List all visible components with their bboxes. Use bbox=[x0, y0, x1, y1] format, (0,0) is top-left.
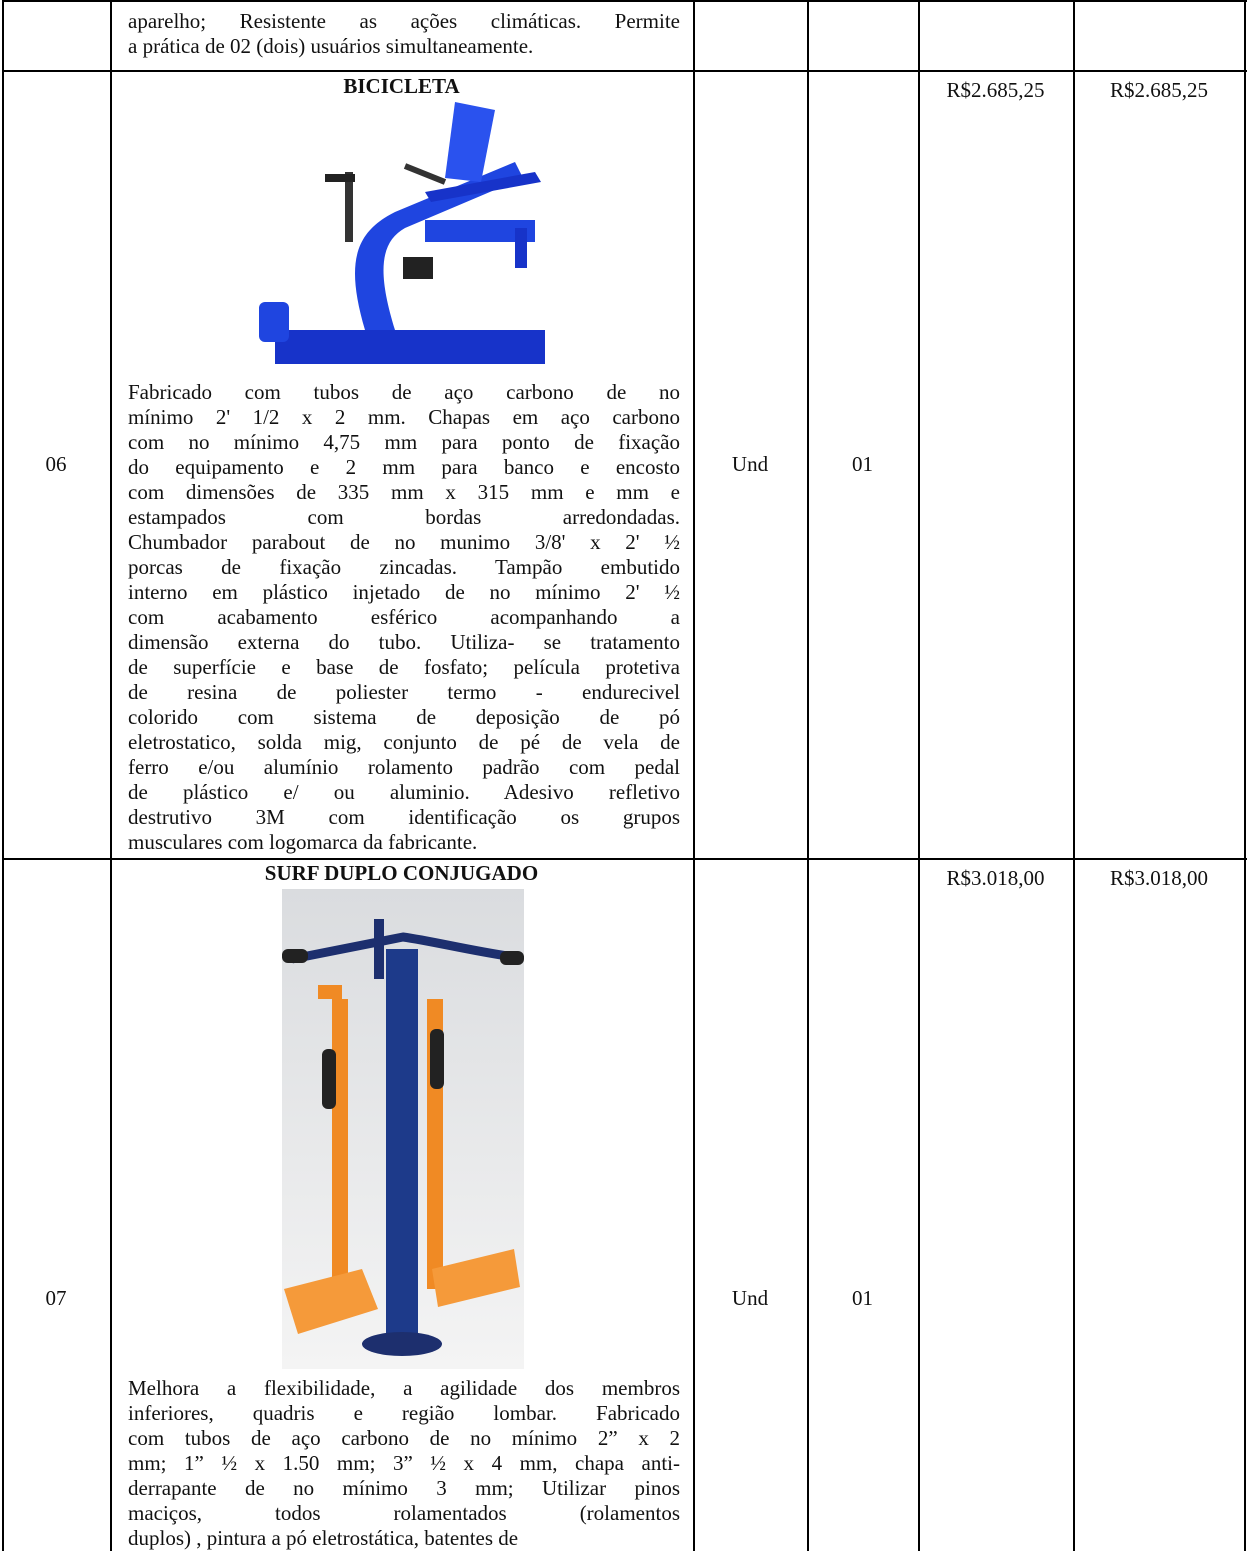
description-line: de superfície e base de fosfato; películ… bbox=[128, 655, 680, 679]
border bbox=[2, 0, 1247, 2]
description-line: mínimo 2' 1/2 x 2 mm. Chapas em aço carb… bbox=[128, 405, 680, 429]
bicycle-image bbox=[245, 102, 565, 374]
border bbox=[2, 70, 1247, 72]
unit-price: R$3.018,00 bbox=[946, 866, 1045, 890]
border bbox=[918, 0, 920, 1551]
description-line: de plástico e/ ou aluminio. Adesivo refl… bbox=[128, 780, 680, 804]
description-line: musculares com logomarca da fabricante. bbox=[128, 830, 478, 854]
item-title: BICICLETA bbox=[343, 74, 460, 98]
description: aparelho; Resistente as ações climáticas… bbox=[128, 9, 680, 59]
description-line: Melhora a flexibilidade, a agilidade dos… bbox=[128, 1376, 680, 1400]
surf-image bbox=[282, 889, 524, 1369]
unit: Und bbox=[731, 452, 769, 476]
border bbox=[110, 0, 112, 1551]
total-price: R$2.685,25 bbox=[1109, 78, 1208, 102]
description-line: duplos) , pintura a pó eletrostática, ba… bbox=[128, 1526, 519, 1550]
border bbox=[807, 0, 809, 1551]
description-line: do equipamento e 2 mm para banco e encos… bbox=[128, 455, 680, 479]
description-line: estampados com bordas arredondadas. bbox=[128, 505, 680, 529]
item-title: SURF DUPLO CONJUGADO bbox=[264, 861, 539, 885]
description-line: colorido com sistema de deposição de pó bbox=[128, 705, 680, 729]
item-number: 06 bbox=[45, 452, 67, 476]
description-line: ferro e/ou alumínio rolamento padrão com… bbox=[128, 755, 680, 779]
border bbox=[2, 858, 1247, 860]
border bbox=[2, 0, 4, 1551]
description-line: Fabricado com tubos de aço carbono de no bbox=[128, 380, 680, 404]
description-line: derrapante de no mínimo 3 mm; Utilizar p… bbox=[128, 1476, 680, 1500]
description-line: inferiores, quadris e região lombar. Fab… bbox=[128, 1401, 680, 1425]
border bbox=[1073, 0, 1075, 1551]
description-line: com dimensões de 335 mm x 315 mm e mm e bbox=[128, 480, 680, 504]
description-line: com acabamento esférico acompanhando a bbox=[128, 605, 680, 629]
description-line: maciços, todos rolamentados (rolamentos bbox=[128, 1501, 680, 1525]
description-line: dimensão externa do tubo. Utiliza- se tr… bbox=[128, 630, 680, 654]
description-line: mm; 1” ½ x 1.50 mm; 3” ½ x 4 mm, chapa a… bbox=[128, 1451, 680, 1475]
description-line: destrutivo 3M com identificação os grupo… bbox=[128, 805, 680, 829]
item-number: 07 bbox=[45, 1286, 67, 1310]
description: Melhora a flexibilidade, a agilidade dos… bbox=[128, 1376, 680, 1551]
quantity: 01 bbox=[852, 452, 873, 476]
border bbox=[693, 0, 695, 1551]
description-line: porcas de fixação zincadas. Tampão embut… bbox=[128, 555, 680, 579]
description: Fabricado com tubos de aço carbono de no… bbox=[128, 380, 680, 855]
description-line: eletrostatico, solda mig, conjunto de pé… bbox=[128, 730, 680, 754]
description-line: a prática de 02 (dois) usuários simultan… bbox=[128, 34, 534, 58]
description-line: de resina de poliester termo - endureciv… bbox=[128, 680, 680, 704]
unit-price: R$2.685,25 bbox=[946, 78, 1045, 102]
unit: Und bbox=[731, 1286, 769, 1310]
description-line: com tubos de aço carbono de no mínimo 2”… bbox=[128, 1426, 680, 1450]
description-line: interno em plástico injetado de no mínim… bbox=[128, 580, 680, 604]
description-line: aparelho; Resistente as ações climáticas… bbox=[128, 9, 680, 33]
description-line: Chumbador parabout de no munimo 3/8' x 2… bbox=[128, 530, 680, 554]
description-line: com no mínimo 4,75 mm para ponto de fixa… bbox=[128, 430, 680, 454]
quantity: 01 bbox=[852, 1286, 873, 1310]
total-price: R$3.018,00 bbox=[1109, 866, 1208, 890]
border bbox=[1244, 0, 1246, 1551]
